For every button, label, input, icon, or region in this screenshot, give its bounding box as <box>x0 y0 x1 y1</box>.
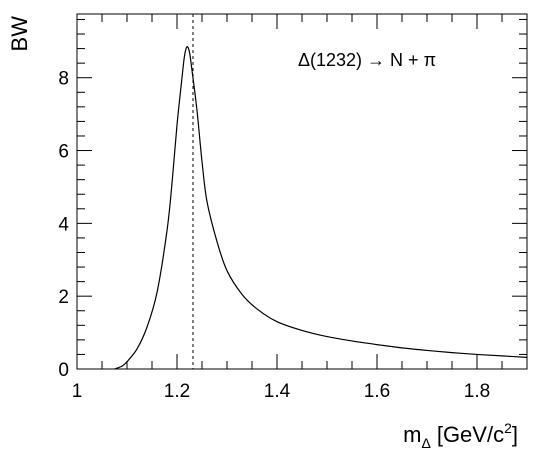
y-tick-label: 2 <box>58 287 69 308</box>
plot-content <box>114 14 528 370</box>
x-axis-label-unit-close: ] <box>512 422 518 447</box>
decay-annotation: Δ(1232) → N + π <box>298 50 436 70</box>
y-tick-label: 4 <box>58 214 69 235</box>
x-axis-label: mΔ [GeV/c2] <box>403 420 518 450</box>
x-axis-label-subscript: Δ <box>421 435 430 450</box>
plot-frame <box>76 13 528 370</box>
x-axis-label-unit: [GeV/c <box>437 422 504 447</box>
x-tick-label: 1.2 <box>164 381 190 402</box>
tick-labels: 1 1.2 1.4 1.6 1.8 0 2 4 6 8 <box>58 69 490 402</box>
x-axis-label-unit-superscript: 2 <box>504 420 512 436</box>
x-tick-label: 1.4 <box>264 381 291 402</box>
x-tick-label: 1.6 <box>364 381 390 402</box>
y-axis-label: BW <box>7 16 32 52</box>
minor-ticks <box>77 14 528 369</box>
y-tick-label: 0 <box>58 360 69 381</box>
y-tick-label: 8 <box>58 69 69 90</box>
x-tick-label: 1.8 <box>464 381 490 402</box>
x-tick-label: 1 <box>72 381 83 402</box>
y-tick-label: 6 <box>58 142 69 163</box>
breit-wigner-curve <box>114 46 528 370</box>
x-axis-label-main: m <box>403 422 421 447</box>
